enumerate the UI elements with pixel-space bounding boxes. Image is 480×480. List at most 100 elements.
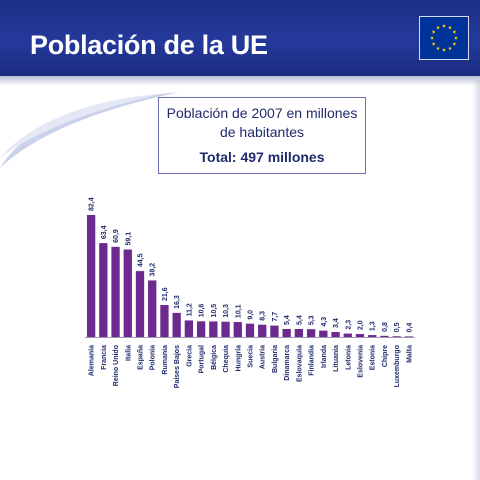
category-label: Eslovenia bbox=[358, 345, 365, 378]
bar-25 bbox=[392, 336, 401, 337]
category-label: Países Bajos bbox=[174, 345, 181, 388]
bar-20 bbox=[331, 331, 340, 337]
bar-value-label: 0,5 bbox=[394, 322, 401, 332]
bar-21 bbox=[343, 333, 352, 337]
bar-value-label: 21,6 bbox=[162, 287, 169, 301]
bar-value-label: 0,8 bbox=[382, 322, 389, 332]
bar-value-label: 10,3 bbox=[223, 304, 230, 318]
bar-value-label: 9,0 bbox=[248, 310, 255, 320]
category-label: Eslovaquia bbox=[296, 345, 303, 382]
category-label: Letonia bbox=[345, 345, 352, 370]
header-shadow bbox=[0, 76, 480, 86]
bar-value-label: 11,2 bbox=[186, 303, 193, 316]
flag-star-icon bbox=[454, 36, 458, 40]
flag-star-icon bbox=[442, 24, 446, 28]
right-edge-shade bbox=[472, 80, 480, 480]
category-label: Estonia bbox=[370, 345, 377, 370]
bar-18 bbox=[306, 329, 316, 337]
category-label: Grecia bbox=[186, 345, 193, 367]
bar-value-label: 2,0 bbox=[358, 320, 365, 330]
category-label: Bulgaria bbox=[272, 345, 279, 373]
flag-star-icon bbox=[431, 42, 436, 46]
flag-star-icon bbox=[452, 42, 457, 46]
bar-value-label: 5,4 bbox=[284, 315, 291, 325]
bar-value-label: 1,3 bbox=[370, 321, 377, 331]
bar-value-label: 59,1 bbox=[125, 232, 132, 246]
bar-value-label: 4,3 bbox=[321, 317, 328, 327]
bar-value-label: 82,4 bbox=[89, 197, 96, 211]
bar-16 bbox=[282, 329, 291, 337]
bar-5 bbox=[148, 280, 157, 337]
category-label: Finlandia bbox=[309, 345, 316, 376]
chart-title: Población de 2007 en millones de habitan… bbox=[166, 105, 358, 140]
bar-value-label: 7,7 bbox=[272, 312, 279, 322]
bar-22 bbox=[355, 334, 365, 337]
bar-value-label: 10,5 bbox=[211, 304, 218, 318]
bar-9 bbox=[196, 321, 206, 337]
category-label: Irlanda bbox=[321, 345, 328, 368]
flag-star-icon bbox=[430, 36, 434, 40]
population-total: Total: 497 millones bbox=[199, 149, 325, 165]
bar-10 bbox=[209, 321, 218, 337]
bar-26 bbox=[404, 336, 414, 338]
bar-value-label: 60,9 bbox=[113, 229, 120, 243]
eu-flag-stars bbox=[430, 24, 458, 52]
category-label: Dinamarca bbox=[284, 345, 291, 381]
category-label: Malta bbox=[406, 345, 413, 363]
bar-8 bbox=[184, 320, 194, 337]
page-title: Población de la UE bbox=[30, 30, 268, 60]
bar-2 bbox=[111, 246, 120, 337]
category-label: Reino Unido bbox=[113, 345, 120, 386]
category-label: España bbox=[138, 345, 145, 370]
bar-value-label: 38,2 bbox=[150, 263, 157, 277]
bar-value-label: 0,4 bbox=[406, 323, 413, 333]
flag-star-icon bbox=[431, 30, 436, 34]
flag-star-icon bbox=[436, 46, 440, 51]
chart-info-box: Población de 2007 en millones de habitan… bbox=[158, 97, 366, 174]
bar-value-label: 10,1 bbox=[235, 304, 242, 318]
header-bar: Población de la UE bbox=[0, 0, 480, 76]
bar-19 bbox=[319, 330, 328, 337]
category-label: Polonia bbox=[150, 345, 157, 370]
bar-6 bbox=[160, 305, 169, 337]
flag-star-icon bbox=[442, 48, 446, 52]
bar-13 bbox=[245, 323, 255, 337]
flag-star-icon bbox=[436, 25, 440, 30]
category-label: Chipre bbox=[382, 345, 389, 367]
bar-1 bbox=[99, 243, 108, 337]
bar-value-label: 10,6 bbox=[199, 304, 206, 318]
bar-0 bbox=[86, 215, 96, 337]
flag-star-icon bbox=[452, 30, 457, 34]
bar-value-label: 5,4 bbox=[296, 315, 303, 325]
flag-star-icon bbox=[448, 46, 452, 51]
category-label: Alemania bbox=[89, 345, 96, 376]
bar-23 bbox=[368, 335, 377, 337]
bar-value-label: 2,3 bbox=[345, 320, 352, 330]
bar-4 bbox=[135, 271, 145, 337]
bar-14 bbox=[258, 324, 267, 337]
category-label: Rumania bbox=[162, 345, 169, 375]
bar-value-label: 8,3 bbox=[260, 311, 267, 321]
bar-value-label: 63,4 bbox=[101, 225, 108, 239]
bar-7 bbox=[172, 312, 181, 337]
bar-12 bbox=[233, 322, 242, 337]
bar-value-label: 3,4 bbox=[333, 318, 340, 328]
category-label: Portugal bbox=[199, 345, 206, 373]
bar-15 bbox=[270, 325, 279, 337]
category-label: Luxemburgo bbox=[394, 345, 401, 387]
category-label: Bélgica bbox=[211, 345, 218, 370]
bar-17 bbox=[294, 329, 304, 337]
category-label: Italia bbox=[125, 345, 132, 361]
category-label: Lituania bbox=[333, 345, 340, 372]
category-label: Chequia bbox=[223, 345, 230, 373]
bar-24 bbox=[380, 335, 389, 337]
flag-star-icon bbox=[448, 25, 452, 30]
eu-flag-icon bbox=[419, 16, 469, 60]
category-label: Austria bbox=[260, 345, 267, 369]
category-label: Hungría bbox=[235, 345, 242, 372]
category-label: Suecia bbox=[248, 345, 255, 368]
bar-11 bbox=[221, 321, 230, 337]
bar-value-label: 16,3 bbox=[174, 295, 181, 309]
category-label: Francia bbox=[101, 345, 108, 370]
